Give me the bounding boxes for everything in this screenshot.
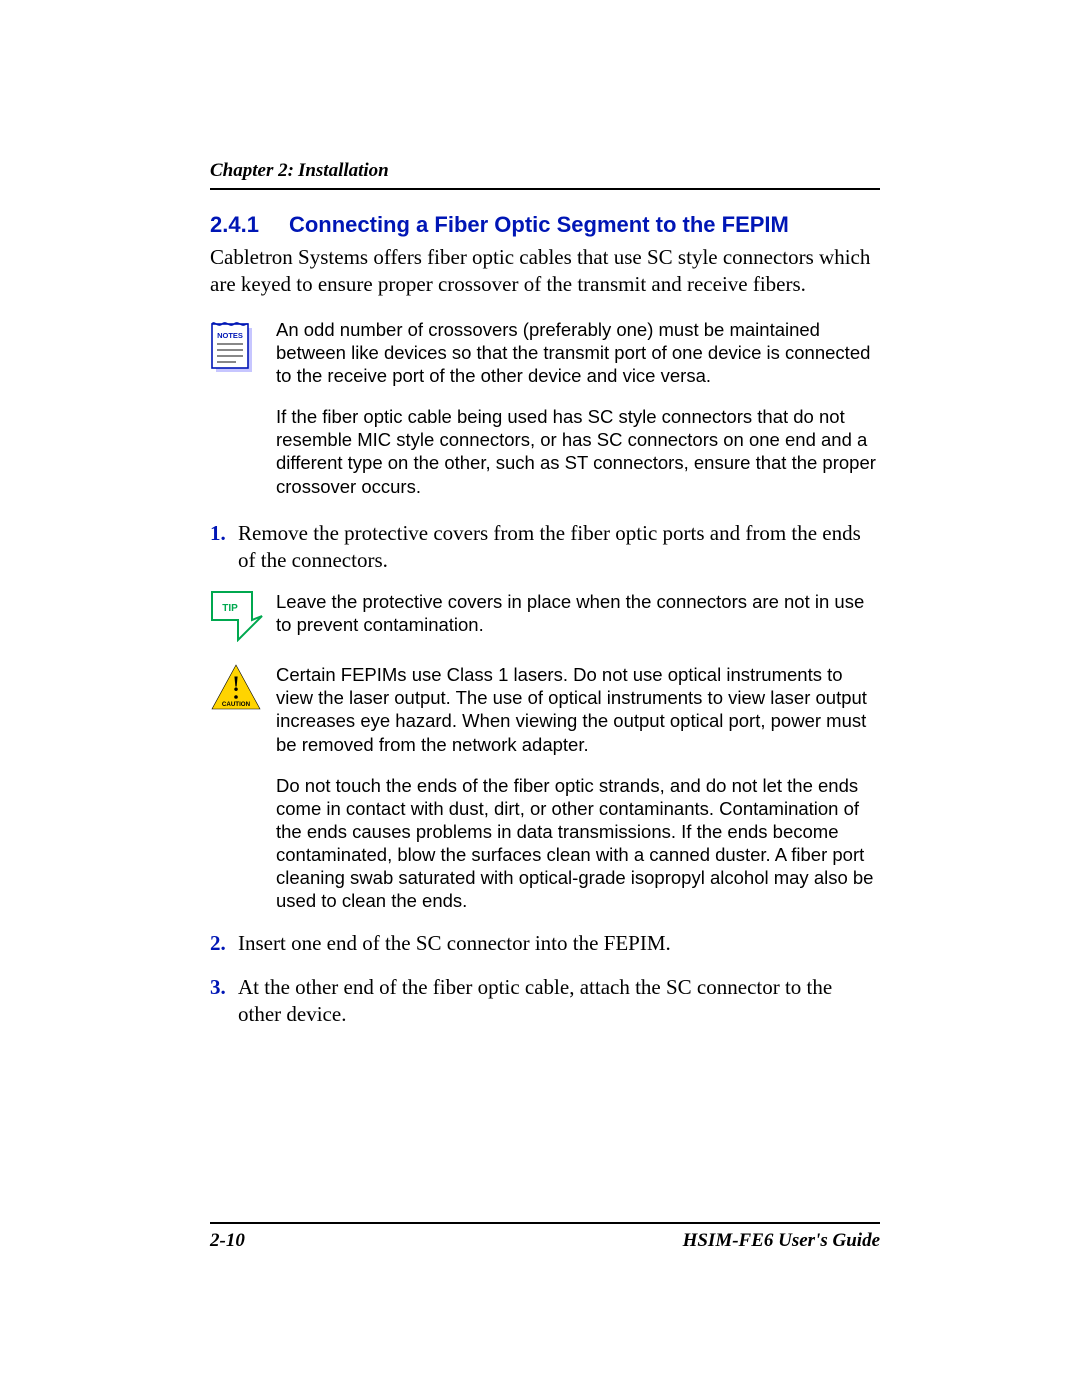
step-3-number: 3. [210,974,238,1029]
notes-paragraph-2: If the fiber optic cable being used has … [276,405,880,498]
section-number: 2.4.1 [210,212,259,237]
chapter-title: Installation [298,160,389,181]
step-3-text: At the other end of the fiber optic cabl… [238,974,880,1029]
page-header: Chapter 2: Installation [210,160,880,190]
caution-block: ! CAUTION Certain FEPIMs use Class 1 las… [210,663,880,912]
caution-paragraph-2: Do not touch the ends of the fiber optic… [276,774,880,913]
notes-paragraph-1: An odd number of crossovers (preferably … [276,318,880,387]
section-heading: 2.4.1 Connecting a Fiber Optic Segment to… [210,212,880,238]
footer-guide-title: HSIM-FE6 User's Guide [683,1230,880,1252]
step-2: 2. Insert one end of the SC connector in… [210,930,880,957]
tip-text: Leave the protective covers in place whe… [276,590,880,636]
section-title: Connecting a Fiber Optic Segment to the … [289,212,789,237]
step-1-number: 1. [210,520,238,575]
step-2-number: 2. [210,930,238,957]
tip-icon-label: TIP [222,603,238,614]
section-intro: Cabletron Systems offers fiber optic cab… [210,244,880,298]
caution-icon: ! CAUTION [210,663,262,711]
footer-page-number: 2-10 [210,1230,245,1252]
page-footer: 2-10 HSIM-FE6 User's Guide [210,1222,880,1252]
step-2-text: Insert one end of the SC connector into … [238,930,880,957]
notes-icon: NOTES [210,318,256,374]
svg-text:!: ! [232,671,239,696]
notes-icon-label: NOTES [217,331,243,340]
caution-paragraph-1: Certain FEPIMs use Class 1 lasers. Do no… [276,663,880,756]
tip-block: TIP Leave the protective covers in place… [210,590,880,647]
step-1: 1. Remove the protective covers from the… [210,520,880,575]
tip-icon: TIP [210,590,264,642]
caution-icon-label: CAUTION [222,701,251,708]
step-1-text: Remove the protective covers from the fi… [238,520,880,575]
step-3: 3. At the other end of the fiber optic c… [210,974,880,1029]
notes-block: NOTES An odd number of crossovers (prefe… [210,318,880,498]
chapter-label: Chapter 2: [210,160,294,181]
